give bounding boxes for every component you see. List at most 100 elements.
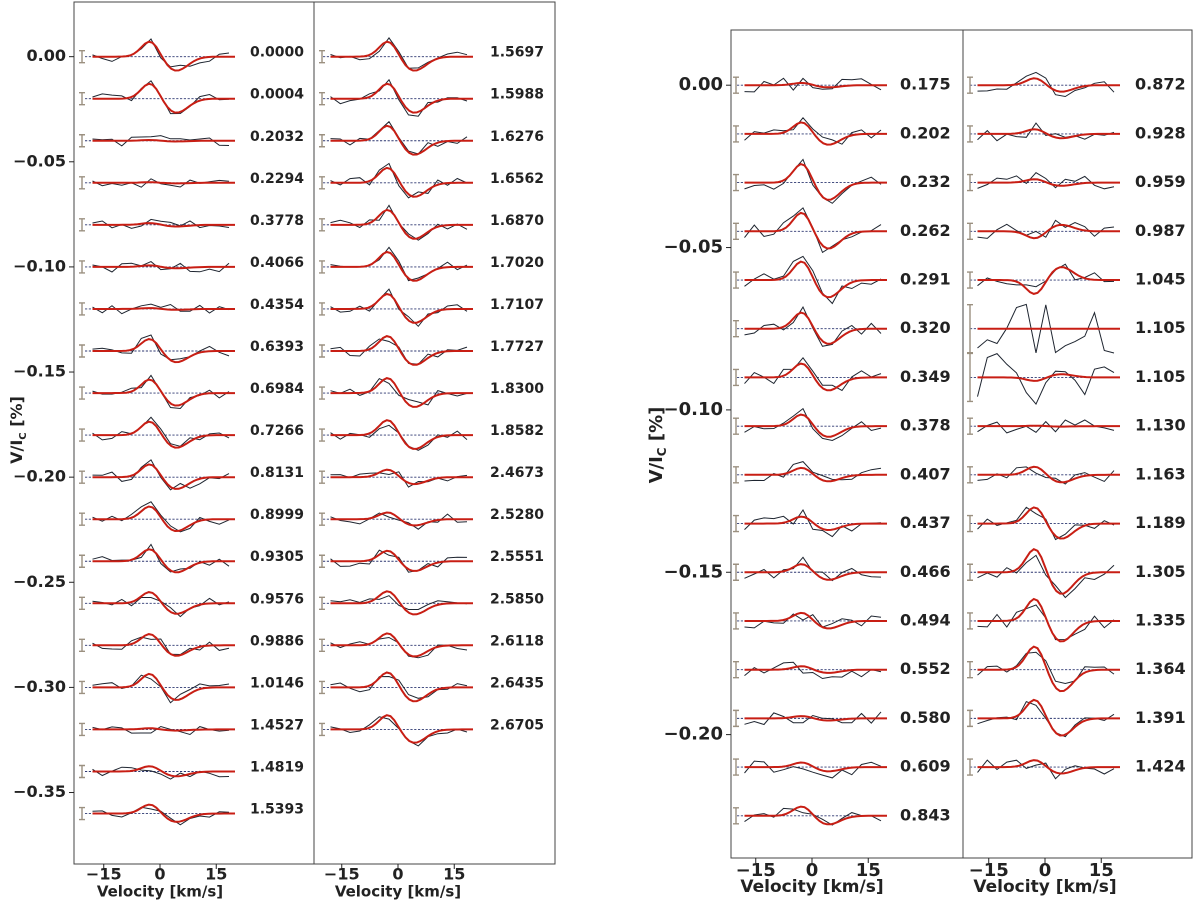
model-profile <box>92 765 235 778</box>
error-bar <box>967 417 973 435</box>
phase-label: 0.9576 <box>250 591 304 607</box>
phase-label: 0.9886 <box>250 633 304 649</box>
model-profile <box>92 672 235 701</box>
error-bar <box>967 222 973 241</box>
observed-profile <box>92 38 230 68</box>
phase-label: 0.872 <box>1135 75 1186 94</box>
observed-profile <box>744 117 882 145</box>
model-profile <box>744 121 887 146</box>
error-bar <box>967 709 973 728</box>
phase-label: 0.987 <box>1135 221 1186 240</box>
error-bar <box>733 709 739 728</box>
x-tick-label: 0 <box>1039 860 1052 881</box>
error-bar <box>79 806 85 821</box>
x-axis-label: Velocity [km/s] <box>740 877 883 897</box>
model-profile <box>977 424 1120 428</box>
error-bar <box>967 612 973 630</box>
phase-label: 0.320 <box>900 318 951 337</box>
observed-profile <box>92 334 230 361</box>
phase-label: 0.8999 <box>250 507 304 523</box>
observed-profile <box>92 674 230 704</box>
error-bar <box>967 76 973 94</box>
phase-label: 1.0146 <box>250 675 304 691</box>
phase-label: 2.6435 <box>490 675 544 691</box>
x-tick-label: −15 <box>736 860 776 881</box>
error-bar <box>79 260 85 274</box>
observed-profile <box>744 356 882 392</box>
error-bar <box>79 49 85 64</box>
phase-label: 2.5280 <box>490 507 544 523</box>
phase-label: 1.4527 <box>250 717 304 733</box>
phase-label: 1.5697 <box>490 45 544 61</box>
error-bar <box>967 660 973 679</box>
x-tick-label: 15 <box>1089 860 1114 881</box>
model-profile <box>330 549 473 572</box>
phase-label: 0.7266 <box>250 423 304 439</box>
chart-1: 0.00 −0.05 −0.10 −0.15 −0.20 −0.25 −0.30 −0.35 V… <box>7 1 556 901</box>
phase-label: 2.4673 <box>490 465 544 481</box>
phase-label: 1.6870 <box>490 213 544 229</box>
model-profile <box>330 377 473 408</box>
error-bar <box>319 470 325 484</box>
error-bar <box>319 92 325 106</box>
model-profile <box>744 413 887 438</box>
phase-label: 0.202 <box>900 123 951 142</box>
model-profile <box>92 505 235 533</box>
y-tick-label: −0.10 <box>13 256 66 275</box>
error-bar <box>733 222 739 241</box>
error-bar <box>319 386 325 400</box>
observed-profile <box>92 218 230 229</box>
error-bar <box>967 758 973 776</box>
observed-profile <box>977 651 1115 685</box>
phase-label: 0.437 <box>900 513 951 532</box>
model-profile <box>92 264 235 270</box>
y-tick-label: −0.30 <box>13 677 66 696</box>
error-bar <box>733 758 739 776</box>
x-tick-label: 15 <box>205 865 227 884</box>
error-bar <box>319 680 325 695</box>
observed-profile <box>330 512 468 530</box>
x-tick-label: −15 <box>86 865 122 884</box>
model-profile <box>330 40 473 72</box>
phase-label: 1.189 <box>1135 513 1186 532</box>
observed-profile <box>330 595 468 610</box>
phase-label: 1.335 <box>1135 610 1186 629</box>
model-profile <box>977 506 1120 540</box>
error-bar <box>79 596 85 610</box>
model-profile <box>744 211 887 250</box>
phase-label: 2.6118 <box>490 633 544 649</box>
y-tick-label: −0.10 <box>664 399 724 420</box>
phase-label: 0.232 <box>900 172 951 191</box>
error-bar <box>79 428 85 442</box>
model-profile <box>744 260 887 299</box>
phase-label: 1.7107 <box>490 297 544 313</box>
error-bar <box>79 554 85 568</box>
x-axis-label: Velocity [km/s] <box>973 877 1116 897</box>
observed-profile <box>744 760 882 779</box>
model-profile <box>92 138 235 143</box>
model-profile <box>330 671 473 703</box>
observed-profile <box>330 716 468 747</box>
error-bar <box>79 680 85 695</box>
error-bar <box>967 352 973 403</box>
model-profile <box>744 162 887 201</box>
phase-label: 2.5551 <box>490 549 544 565</box>
error-bar <box>733 612 739 630</box>
phase-label: 1.7727 <box>490 339 544 355</box>
observed-profile <box>744 711 882 726</box>
error-bar <box>733 271 739 289</box>
observed-profile <box>92 261 230 273</box>
error-bar <box>319 638 325 653</box>
error-bar <box>733 320 739 338</box>
error-bar <box>319 176 325 190</box>
error-bar <box>79 344 85 358</box>
model-profile <box>977 223 1120 240</box>
error-bar <box>967 514 973 533</box>
x-tick-label: −15 <box>969 860 1009 881</box>
model-profile <box>92 338 235 364</box>
phase-label: 0.928 <box>1135 123 1186 142</box>
phase-label: 1.364 <box>1135 659 1186 678</box>
